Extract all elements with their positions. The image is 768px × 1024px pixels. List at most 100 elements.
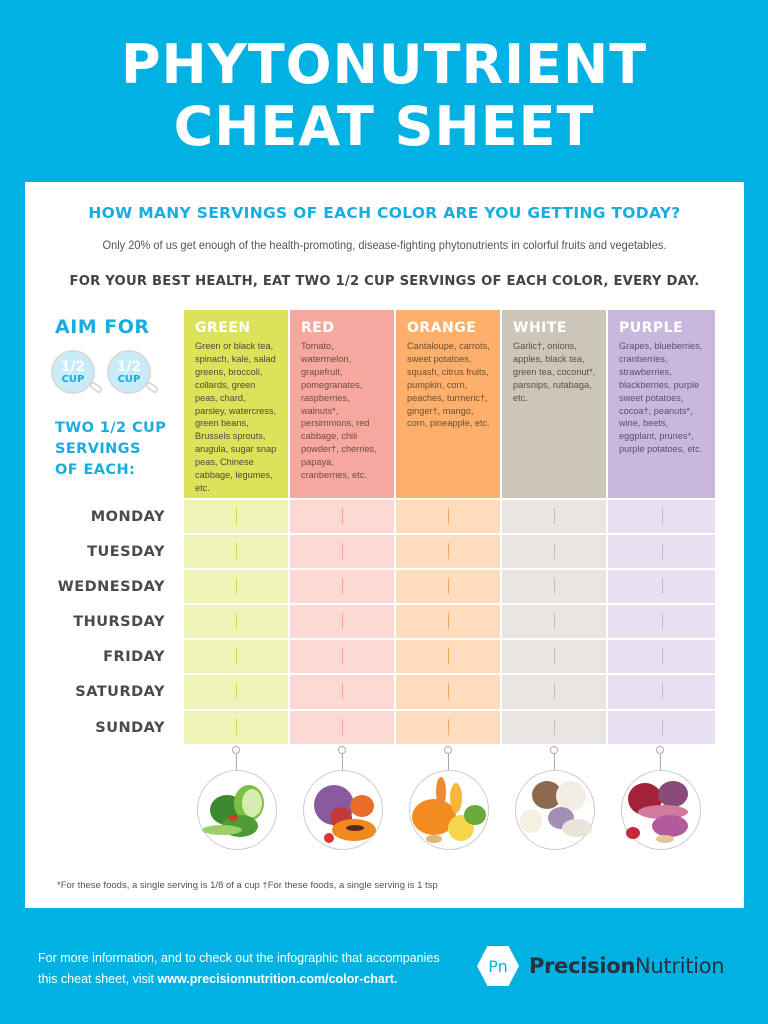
orange-produce-illustration xyxy=(396,746,502,876)
divider-tick xyxy=(236,683,237,700)
precision-nutrition-logo: Pn PrecisionNutrition xyxy=(477,946,725,986)
day-label-monday: MONDAY xyxy=(90,509,165,525)
divider-tick xyxy=(554,648,555,665)
color-column-green: GREEN Green or black tea, spinach, kale, … xyxy=(184,310,290,498)
red-fruits-illustration xyxy=(290,746,396,876)
divider-tick xyxy=(236,613,237,630)
divider-tick xyxy=(448,683,449,700)
half-cup-icon: 1/2 CUP xyxy=(107,350,160,396)
hanging-pin-icon xyxy=(338,746,346,754)
day-labels: MONDAY TUESDAY WEDNESDAY THURSDAY FRIDAY SATU… xyxy=(25,500,165,746)
divider-tick xyxy=(236,543,237,560)
serving-checkbox-purple[interactable] xyxy=(608,570,715,604)
divider-tick xyxy=(661,508,663,524)
serving-checkbox-white[interactable] xyxy=(502,605,608,639)
cheat-sheet-card: HOW MANY SERVINGS OF EACH COLOR ARE YOU … xyxy=(25,182,744,908)
serving-checkbox-green[interactable] xyxy=(184,710,290,744)
color-column-white: WHITE Garlic†, onions, apples, black tea,… xyxy=(502,310,608,498)
color-name: ORANGE xyxy=(407,320,477,336)
produce-illustrations xyxy=(184,746,714,876)
day-label-tuesday: TUESDAY xyxy=(87,544,165,561)
color-name: RED xyxy=(301,320,335,336)
serving-checkbox-white[interactable] xyxy=(502,675,608,709)
divider-tick xyxy=(342,578,343,595)
divider-tick xyxy=(554,718,555,735)
serving-checkbox-purple[interactable] xyxy=(608,535,715,569)
serving-checkbox-white[interactable] xyxy=(502,710,608,744)
divider-tick xyxy=(448,508,449,524)
serving-checkbox-white[interactable] xyxy=(502,570,608,604)
produce-ring xyxy=(409,770,489,850)
day-label-friday: FRIDAY xyxy=(103,649,165,666)
food-list: Garlic†, onions, apples, black tea, gree… xyxy=(513,341,596,403)
color-column-orange: ORANGE Cantaloupe, carrots, sweet potatoe… xyxy=(396,310,502,498)
website-link[interactable]: www.precisionnutrition.com/color-chart. xyxy=(157,972,398,986)
food-list: Tomato, watermelon, grapefruit, pomegran… xyxy=(301,341,377,481)
produce-ring xyxy=(515,770,595,850)
serving-checkbox-purple[interactable] xyxy=(608,640,715,674)
tracking-row-wednesday xyxy=(184,570,715,606)
divider-tick xyxy=(554,578,555,595)
serving-checkbox-green[interactable] xyxy=(184,605,290,639)
serving-checkbox-purple[interactable] xyxy=(608,500,715,534)
food-list: Green or black tea, spinach, kale, salad… xyxy=(195,341,277,493)
divider-tick xyxy=(661,648,663,665)
color-name: PURPLE xyxy=(619,320,684,336)
divider-tick xyxy=(554,508,555,524)
serving-checkbox-white[interactable] xyxy=(502,535,608,569)
serving-checkbox-purple[interactable] xyxy=(608,605,715,639)
page-title: PHYTONUTRIENT CHEAT SHEET xyxy=(0,34,768,158)
serving-checkbox-orange[interactable] xyxy=(396,500,502,534)
serving-checkbox-green[interactable] xyxy=(184,535,290,569)
serving-checkbox-orange[interactable] xyxy=(396,675,502,709)
divider-tick xyxy=(661,613,663,630)
color-column-purple: PURPLE Grapes, blueberries, cranberries, … xyxy=(608,310,715,498)
divider-tick xyxy=(236,648,237,665)
food-list: Cantaloupe, carrots, sweet potatoes, squ… xyxy=(407,341,490,429)
food-list: Grapes, blueberries, cranberries, strawb… xyxy=(619,341,703,455)
serving-checkbox-red[interactable] xyxy=(290,605,396,639)
serving-checkbox-red[interactable] xyxy=(290,500,396,534)
divider-tick xyxy=(448,543,449,560)
day-label-thursday: THURSDAY xyxy=(73,614,165,631)
tracking-row-friday xyxy=(184,640,715,676)
hanging-pin-icon xyxy=(656,746,664,754)
half-cup-icon: 1/2 CUP xyxy=(51,350,104,396)
recommendation-text: FOR YOUR BEST HEALTH, EAT TWO 1/2 CUP SE… xyxy=(69,274,700,289)
serving-checkbox-green[interactable] xyxy=(184,570,290,604)
footnote: *For these foods, a single serving is 1/… xyxy=(57,880,438,891)
divider-tick xyxy=(448,648,449,665)
serving-checkbox-red[interactable] xyxy=(290,675,396,709)
divider-tick xyxy=(661,718,663,735)
green-vegetables-illustration xyxy=(184,746,290,876)
serving-checkbox-white[interactable] xyxy=(502,640,608,674)
divider-tick xyxy=(236,718,237,735)
serving-checkbox-orange[interactable] xyxy=(396,640,502,674)
serving-checkbox-white[interactable] xyxy=(502,500,608,534)
serving-checkbox-green[interactable] xyxy=(184,500,290,534)
serving-checkbox-orange[interactable] xyxy=(396,535,502,569)
divider-tick xyxy=(448,613,449,630)
serving-checkbox-orange[interactable] xyxy=(396,710,502,744)
tracking-row-thursday xyxy=(184,605,715,641)
divider-tick xyxy=(342,613,343,630)
serving-checkbox-orange[interactable] xyxy=(396,570,502,604)
divider-tick xyxy=(236,578,237,595)
tracking-row-tuesday xyxy=(184,535,715,571)
serving-checkbox-green[interactable] xyxy=(184,675,290,709)
serving-checkbox-purple[interactable] xyxy=(608,675,715,709)
day-label-wednesday: WEDNESDAY xyxy=(57,579,165,596)
serving-checkbox-orange[interactable] xyxy=(396,605,502,639)
divider-tick xyxy=(448,718,449,735)
serving-checkbox-red[interactable] xyxy=(290,570,396,604)
title-line-1: PHYTONUTRIENT xyxy=(120,33,648,96)
serving-checkbox-purple[interactable] xyxy=(608,710,715,744)
serving-checkbox-red[interactable] xyxy=(290,640,396,674)
tracking-row-sunday xyxy=(184,710,715,746)
divider-tick xyxy=(661,543,663,560)
serving-checkbox-red[interactable] xyxy=(290,535,396,569)
color-column-red: RED Tomato, watermelon, grapefruit, pomeg… xyxy=(290,310,396,498)
serving-checkbox-red[interactable] xyxy=(290,710,396,744)
serving-checkbox-green[interactable] xyxy=(184,640,290,674)
servings-label: TWO 1/2 CUP SERVINGS OF EACH: xyxy=(55,420,167,478)
